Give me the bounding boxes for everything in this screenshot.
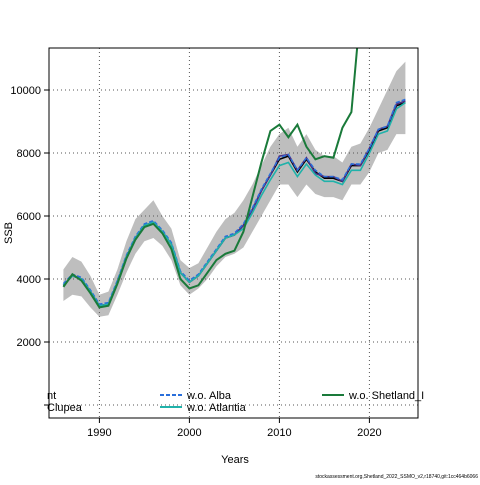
margin-cover xyxy=(0,385,44,415)
x-axis-label: Years xyxy=(221,454,249,466)
plot-area xyxy=(49,48,418,418)
y-axis-label: SSB xyxy=(3,222,15,244)
x-tick-label: 2020 xyxy=(357,427,381,439)
series-line xyxy=(62,101,406,307)
y-tick-label: 10000 xyxy=(10,85,41,97)
legend-label: w.o. Atlantia xyxy=(186,402,247,414)
y-tick-label: 8000 xyxy=(17,148,41,160)
legend-label: nt xyxy=(47,390,56,402)
legend-label: Clupea xyxy=(47,402,83,414)
plot-frame xyxy=(48,47,419,419)
x-tick-label: 2000 xyxy=(177,427,201,439)
y-tick-label: 2000 xyxy=(17,337,41,349)
y-tick-label: 4000 xyxy=(17,274,41,286)
confidence-band xyxy=(63,61,406,317)
x-tick-label: 2010 xyxy=(267,427,291,439)
x-tick-label: 1990 xyxy=(87,427,111,439)
legend-label: w.o. Shetland_I xyxy=(348,390,424,402)
series-line xyxy=(62,100,406,307)
series-line xyxy=(62,48,359,309)
series-line xyxy=(62,98,406,306)
footer: stockassessment.org,Shetland_2022_SSMO_v… xyxy=(315,474,478,480)
y-tick-label: 6000 xyxy=(17,211,41,223)
series-line xyxy=(62,101,406,307)
legend-label: w.o. Alba xyxy=(186,390,232,402)
